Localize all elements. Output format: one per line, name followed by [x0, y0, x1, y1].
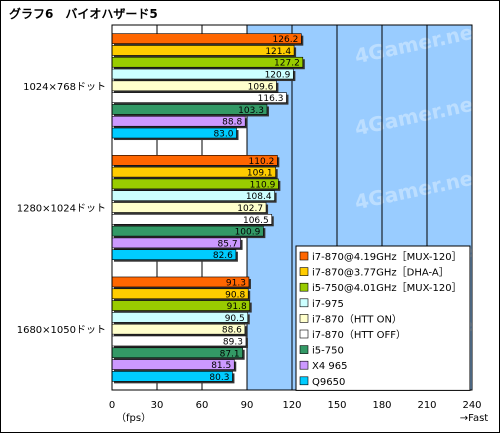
legend-entry: i7-975: [312, 299, 344, 310]
bar-value-label: 85.7: [218, 239, 238, 249]
legend-entry: X4 965: [312, 361, 347, 372]
legend-entry: Q9650: [312, 377, 345, 388]
x-tick-label: 210: [417, 400, 436, 411]
legend-entry: i7-870（HTT OFF）: [312, 329, 406, 341]
legend-swatch: [299, 345, 309, 354]
category-label: 1680×1050ドット: [17, 325, 106, 336]
x-direction-label: →Fast: [460, 413, 489, 424]
x-tick-label: 0: [109, 400, 115, 411]
bar-value-label: 82.6: [213, 251, 233, 261]
bar-value-label: 126.2: [273, 35, 299, 45]
legend-entry: i7-870@3.77GHz［DHA-A］: [312, 267, 449, 279]
legend-swatch: [299, 376, 309, 386]
bar-value-label: 102.7: [237, 204, 263, 214]
legend-swatch: [299, 267, 309, 276]
bar-value-label: 103.3: [238, 106, 264, 116]
x-tick-label: 60: [196, 400, 209, 411]
bar-value-label: 90.8: [225, 290, 245, 300]
bar-value-label: 81.5: [211, 361, 231, 371]
legend-swatch: [299, 329, 309, 339]
legend-entry: i5-750: [312, 346, 344, 357]
bar-value-label: 110.2: [249, 157, 275, 167]
legend-swatch: [299, 314, 309, 323]
bar-value-label: 116.3: [258, 94, 284, 104]
bar-value-label: 127.2: [274, 59, 300, 69]
legend-swatch: [299, 298, 309, 308]
x-tick-label: 150: [327, 400, 346, 411]
legend-entry: i7-870（HTT ON）: [312, 313, 402, 325]
legend-entry: i5-750@4.01GHz［MUX-120］: [312, 282, 462, 294]
bar-value-label: 90.5: [225, 314, 245, 324]
bar-value-label: 121.4: [265, 47, 291, 57]
x-tick-label: 120: [282, 400, 301, 411]
bar-value-label: 106.5: [243, 216, 269, 226]
bar-value-label: 80.3: [209, 373, 229, 383]
bar-value-label: 83.0: [213, 130, 233, 140]
x-tick-label: 90: [241, 400, 254, 411]
bar-value-label: 110.9: [250, 180, 276, 190]
bar-value-label: 91.8: [227, 302, 247, 312]
category-label: 1024×768ドット: [23, 82, 106, 93]
x-tick-label: 30: [151, 400, 164, 411]
bar-value-label: 88.6: [222, 326, 242, 336]
bar-value-label: 108.4: [246, 192, 272, 202]
bar-value-label: 120.9: [265, 71, 291, 81]
bar-value-label: 88.8: [222, 118, 242, 128]
x-tick-label: 180: [372, 400, 391, 411]
bar-value-label: 87.1: [220, 349, 240, 359]
bar-value-label: 109.1: [247, 169, 273, 179]
bar-value-label: 89.3: [223, 337, 243, 347]
plot-border: [111, 24, 473, 391]
legend-entry: i7-870@4.19GHz［MUX-120］: [312, 251, 462, 263]
legend-swatch: [299, 282, 309, 292]
bar-value-label: 100.9: [235, 228, 261, 238]
legend-swatch: [299, 360, 309, 370]
legend-swatch: [299, 251, 309, 261]
x-unit-label: （fps）: [116, 412, 151, 424]
x-tick-label: 240: [462, 400, 481, 411]
bar-value-label: 91.3: [226, 278, 246, 288]
chart-title: グラフ6 バイオハザード5: [9, 7, 158, 21]
legend-box: [295, 245, 471, 391]
bar-value-label: 109.6: [248, 82, 274, 92]
category-label: 1280×1024ドット: [17, 204, 106, 215]
